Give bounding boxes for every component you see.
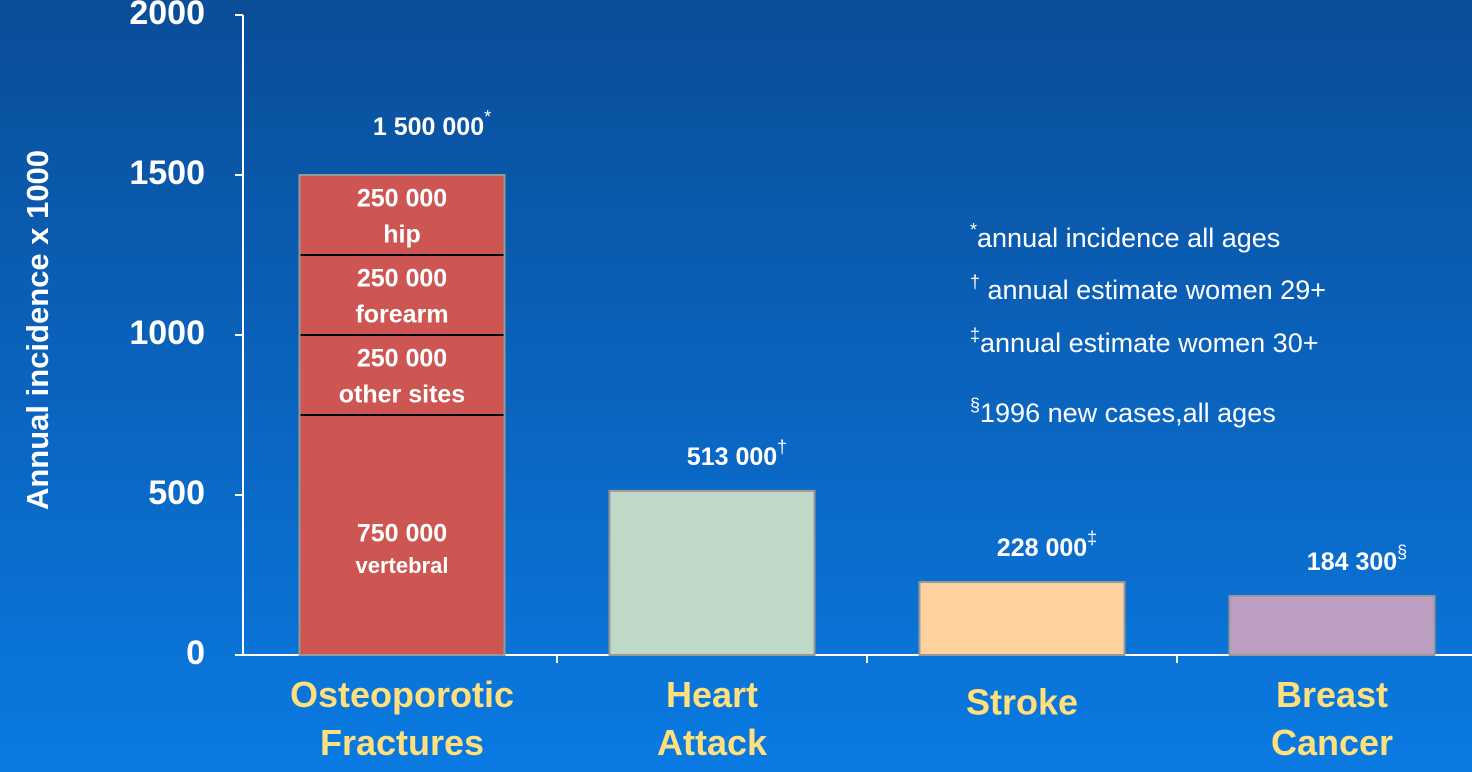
footnote-text: annual estimate women 30+ <box>980 328 1318 358</box>
y-tick-label: 2000 <box>129 0 205 32</box>
x-tick-label-line: Breast <box>1276 674 1388 715</box>
footnote-mark: * <box>970 220 977 240</box>
footnote: *annual incidence all ages <box>970 220 1280 253</box>
segment-name: vertebral <box>356 553 449 578</box>
footnote-text: annual incidence all ages <box>977 223 1280 253</box>
value-label-text: 1 500 000 <box>373 113 484 141</box>
segment-name: other sites <box>339 381 465 409</box>
x-tick-label-line: Attack <box>657 722 768 763</box>
y-tick-label: 1500 <box>129 154 205 192</box>
segment-value-label: 250 000 <box>357 345 447 373</box>
value-label-text: 184 300 <box>1307 548 1397 576</box>
y-tick-label: 0 <box>186 634 205 672</box>
value-label-text: 228 000 <box>997 534 1087 562</box>
value-label: 184 300§ <box>1307 542 1407 576</box>
footnote-mark: § <box>970 395 980 415</box>
bar-segment <box>299 415 505 655</box>
bar-segment <box>299 175 505 255</box>
segment-value-label: 250 000 <box>357 185 447 213</box>
value-label-mark: * <box>484 107 491 127</box>
bar-outline <box>298 174 506 656</box>
y-tick-label: 500 <box>148 474 205 512</box>
footnote-mark: † <box>970 272 980 292</box>
value-label-mark: ‡ <box>1087 528 1097 548</box>
footnote: † annual estimate women 29+ <box>970 272 1326 305</box>
segment-name: hip <box>383 221 421 249</box>
x-tick-label-line: Heart <box>666 674 758 715</box>
x-tick-label-line: Osteoporotic <box>290 674 514 715</box>
segment-name: forearm <box>355 301 448 329</box>
segment-value-label: 750 000 <box>357 520 447 548</box>
bar-segment <box>299 335 505 415</box>
x-tick-label: Stroke <box>966 682 1078 723</box>
footnote: ‡annual estimate women 30+ <box>970 325 1318 358</box>
bar <box>608 489 816 656</box>
y-tick-label: 1000 <box>129 314 205 352</box>
x-tick-label: Heart Attack <box>657 674 768 763</box>
bar-segment <box>299 255 505 335</box>
bar <box>918 581 1126 656</box>
value-label-mark: † <box>777 437 787 457</box>
footnote: §1996 new cases,all ages <box>970 395 1276 428</box>
value-label: 228 000‡ <box>997 528 1097 562</box>
value-label-text: 513 000 <box>687 442 777 470</box>
segment-value-label: 250 000 <box>357 265 447 293</box>
bar <box>1228 595 1436 656</box>
value-label-mark: § <box>1397 542 1407 562</box>
footnote-text: annual estimate women 29+ <box>980 275 1326 305</box>
footnote-mark: ‡ <box>970 325 980 345</box>
x-tick-label: Breast Cancer <box>1271 674 1393 763</box>
value-label: 1 500 000* <box>373 107 491 141</box>
value-label: 513 000† <box>687 437 787 471</box>
footnote-text: 1996 new cases,all ages <box>980 398 1276 428</box>
x-tick-label: Osteoporotic Fractures <box>290 674 514 763</box>
x-tick-label-line: Cancer <box>1271 722 1393 763</box>
y-axis-label: Annual incidence x 1000 <box>20 150 55 510</box>
x-tick-label-line: Fractures <box>320 722 484 763</box>
